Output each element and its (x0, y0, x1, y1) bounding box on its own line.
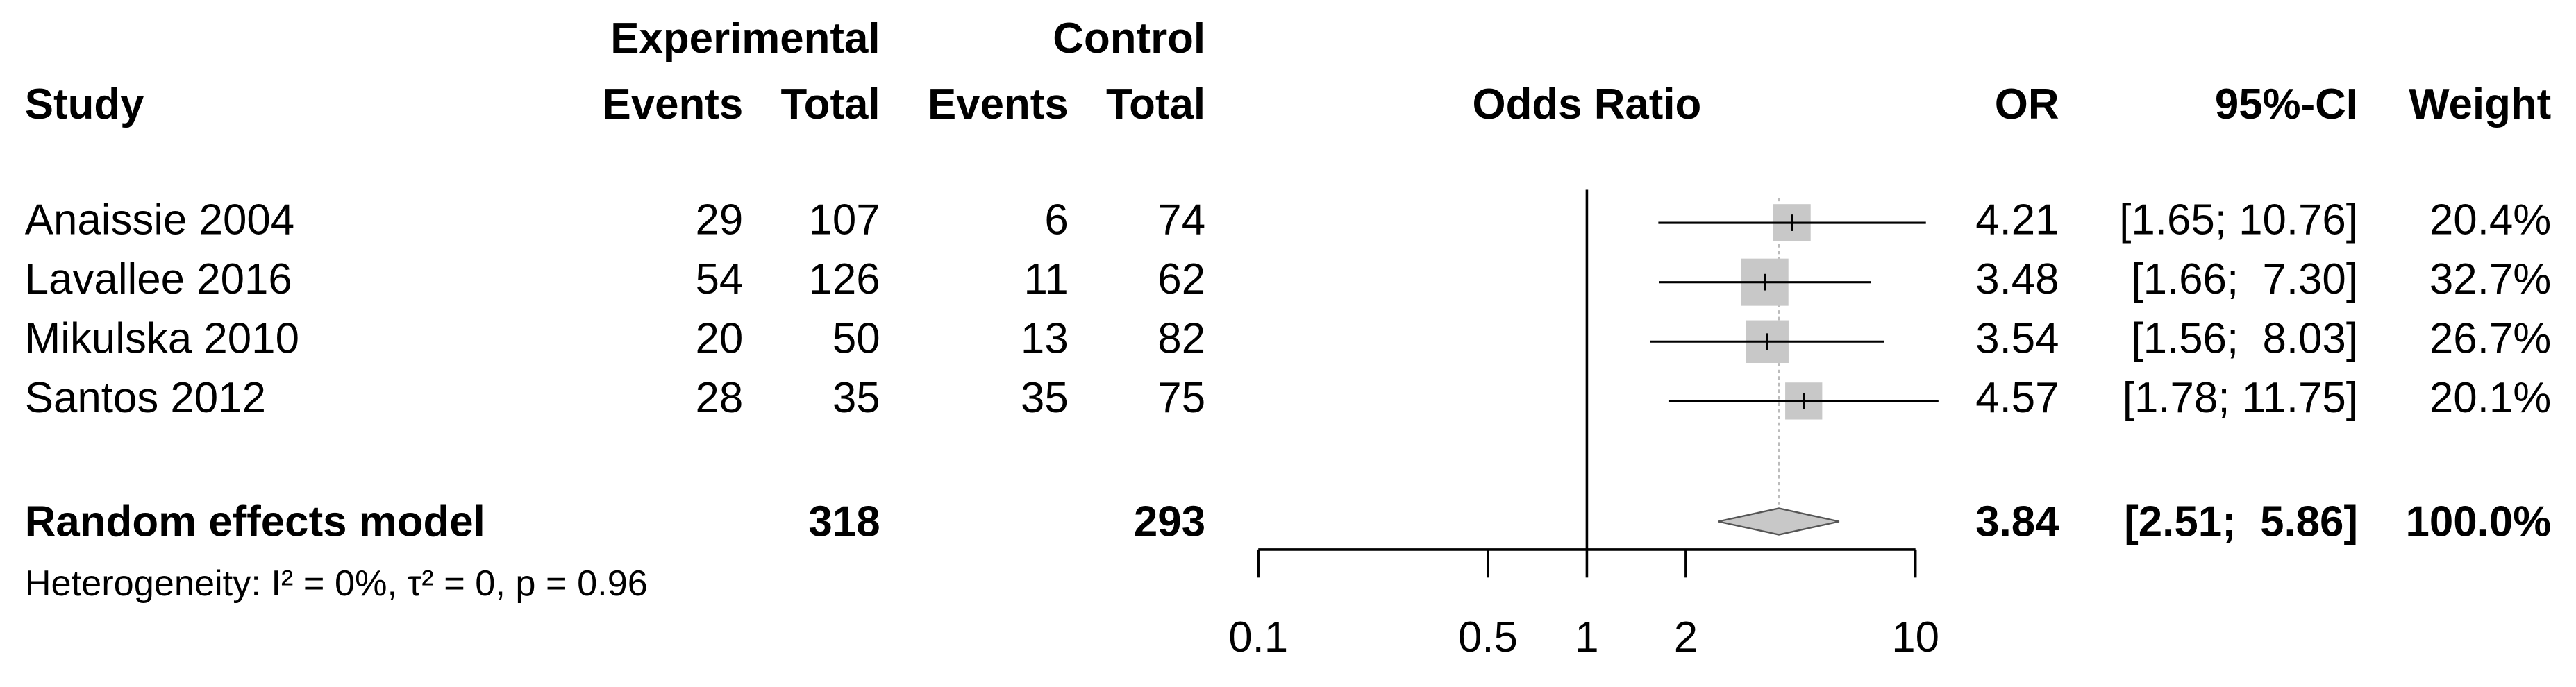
x-tick-label: 10 (1891, 613, 1939, 661)
weight-value: 32.7% (2429, 255, 2551, 303)
count-cell: 62 (1157, 255, 1205, 303)
or-value: 4.21 (1975, 196, 2059, 244)
column-header: Events (602, 80, 743, 128)
count-cell: 20 (695, 315, 743, 363)
pooled-diamond (1718, 507, 1840, 536)
count-cell: 11 (1024, 255, 1069, 303)
count-cell: 13 (1021, 315, 1069, 363)
x-tick-label: 0.1 (1228, 613, 1288, 661)
or-value: 3.84 (1975, 498, 2059, 546)
or-value: 3.54 (1975, 315, 2059, 363)
group-header: Experimental (610, 15, 880, 62)
count-cell: 293 (1134, 498, 1205, 546)
x-tick-label: 2 (1674, 613, 1698, 661)
column-header: Study (25, 80, 144, 128)
count-cell: 35 (833, 374, 880, 422)
study-name: Random effects model (25, 498, 485, 546)
count-cell: 6 (1044, 196, 1068, 244)
study-name: Lavallee 2016 (25, 255, 292, 303)
ci-value: [1.65; 10.76] (2119, 196, 2358, 244)
ci-value: [2.51; 5.86] (2124, 498, 2358, 546)
x-tick-label: 1 (1575, 613, 1598, 661)
column-header: Events (928, 80, 1069, 128)
count-cell: 54 (695, 255, 743, 303)
weight-value: 100.0% (2406, 498, 2552, 546)
count-cell: 318 (808, 498, 880, 546)
column-header: OR (1995, 80, 2059, 128)
count-cell: 29 (695, 196, 743, 244)
study-name: Mikulska 2010 (25, 315, 299, 363)
ci-value: [1.56; 8.03] (2131, 315, 2358, 363)
x-tick-label: 0.5 (1458, 613, 1518, 661)
study-name: Anaissie 2004 (25, 196, 294, 244)
column-header: Total (781, 80, 880, 128)
ci-value: [1.78; 11.75] (2123, 374, 2358, 422)
weight-value: 26.7% (2429, 315, 2551, 363)
count-cell: 126 (808, 255, 880, 303)
column-header: 95%-CI (2215, 80, 2358, 128)
column-header: Odds Ratio (1473, 80, 1702, 128)
study-name: Santos 2012 (25, 374, 266, 422)
count-cell: 74 (1157, 196, 1205, 244)
or-value: 4.57 (1975, 374, 2059, 422)
count-cell: 75 (1157, 374, 1205, 422)
weight-value: 20.1% (2429, 374, 2551, 422)
count-cell: 82 (1157, 315, 1205, 363)
or-value: 3.48 (1975, 255, 2059, 303)
ci-value: [1.66; 7.30] (2131, 255, 2358, 303)
column-header: Weight (2409, 80, 2551, 128)
column-header: Total (1106, 80, 1205, 128)
count-cell: 28 (695, 374, 743, 422)
weight-value: 20.4% (2429, 196, 2551, 244)
count-cell: 50 (833, 315, 880, 363)
count-cell: 35 (1021, 374, 1069, 422)
count-cell: 107 (808, 196, 880, 244)
group-header: Control (1053, 15, 1205, 62)
heterogeneity: Heterogeneity: I² = 0%, τ² = 0, p = 0.96 (25, 563, 648, 604)
